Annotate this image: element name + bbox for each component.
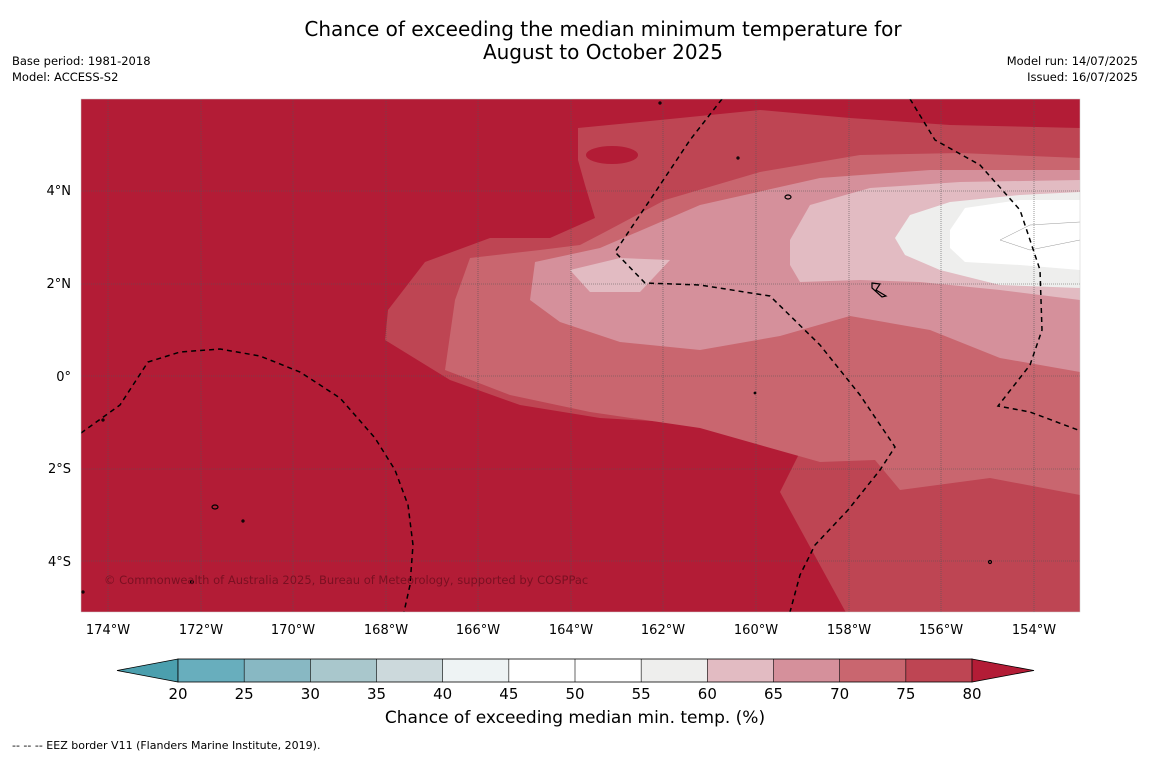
eez-borders — [81, 99, 1079, 612]
lat-label: 2°S — [48, 462, 71, 477]
longitude-labels: 174°W 172°W 170°W 168°W 166°W 164°W 162°… — [86, 623, 1056, 638]
lon-label: 156°W — [919, 623, 963, 638]
latitude-labels: 4°N 2°N 0° 2°S 4°S — [47, 184, 72, 570]
copyright-text: © Commonwealth of Australia 2025, Bureau… — [104, 573, 588, 587]
title-line-2: August to October 2025 — [482, 40, 724, 64]
colorbar-tick-label: 25 — [235, 685, 254, 703]
meta-left: Base period: 1981-2018 Model: ACCESS-S2 — [12, 53, 151, 85]
colorbar-tick-label: 50 — [565, 685, 584, 703]
colorbar-segment — [244, 659, 311, 682]
colorbar-segment — [707, 659, 774, 682]
lat-label: 4°S — [48, 555, 71, 570]
lat-label: 2°N — [47, 277, 72, 292]
colorbar-segment — [575, 659, 642, 682]
colorbar-tick-label: 60 — [698, 685, 717, 703]
title-line-1: Chance of exceeding the median minimum t… — [304, 17, 902, 41]
lon-label: 158°W — [827, 623, 871, 638]
colorbar: 20 25 30 35 40 45 50 55 60 65 70 75 80 — [116, 658, 1035, 703]
colorbar-tick-label: 65 — [764, 685, 783, 703]
lat-label: 4°N — [47, 184, 72, 199]
colorbar-label: Chance of exceeding median min. temp. (%… — [384, 708, 766, 728]
colorbar-over-triangle — [971, 658, 1035, 683]
colorbar-tick-label: 35 — [367, 685, 386, 703]
lon-label: 170°W — [271, 623, 315, 638]
islands — [81, 101, 993, 594]
model-text: Model: ACCESS-S2 — [12, 70, 119, 84]
colorbar-segment — [905, 659, 973, 682]
map-area: © Commonwealth of Australia 2025, Bureau… — [81, 99, 1080, 612]
colorbar-tick-label: 40 — [433, 685, 452, 703]
colorbar-tick-label: 45 — [499, 685, 518, 703]
colorbar-segment — [178, 659, 245, 682]
lon-label: 162°W — [641, 623, 685, 638]
colorbar-under-triangle — [116, 658, 179, 683]
model-run-text: Model run: 14/07/2025 — [1006, 54, 1138, 68]
lat-label: 0° — [56, 370, 71, 385]
meta-right: Model run: 14/07/2025 Issued: 16/07/2025 — [1007, 53, 1138, 85]
lon-label: 172°W — [179, 623, 223, 638]
colorbar-segment — [773, 659, 841, 682]
eez-footnote: -- -- -- EEZ border V11 (Flanders Marine… — [12, 739, 321, 752]
colorbar-tick-label: 20 — [168, 685, 187, 703]
colorbar-tick-label: 80 — [962, 685, 981, 703]
lon-label: 154°W — [1012, 623, 1056, 638]
colorbar-tick-label: 70 — [830, 685, 849, 703]
lon-label: 164°W — [549, 623, 593, 638]
map-title: Chance of exceeding the median minimum t… — [0, 18, 1150, 64]
colorbar-tick-label: 75 — [896, 685, 915, 703]
colorbar-segment — [508, 659, 576, 682]
lon-label: 166°W — [456, 623, 500, 638]
colorbar-segment — [376, 659, 444, 682]
lon-label: 168°W — [364, 623, 408, 638]
contour-75-pocket — [586, 146, 638, 164]
colorbar-segment — [310, 659, 377, 682]
lon-label: 174°W — [86, 623, 130, 638]
colorbar-tick-label: 30 — [301, 685, 320, 703]
colorbar-outline — [177, 658, 973, 683]
contour-45-50 — [950, 200, 1080, 270]
contour-45-50-outline — [999, 221, 1080, 251]
map-frame — [80, 98, 1081, 613]
base-period-text: Base period: 1981-2018 — [12, 54, 151, 68]
colorbar-segment — [839, 659, 907, 682]
colorbar-segment — [641, 659, 708, 682]
colorbar-tick-label: 55 — [632, 685, 651, 703]
lon-label: 160°W — [734, 623, 778, 638]
colorbar-segment — [442, 659, 510, 682]
issued-text: Issued: 16/07/2025 — [1027, 70, 1138, 84]
